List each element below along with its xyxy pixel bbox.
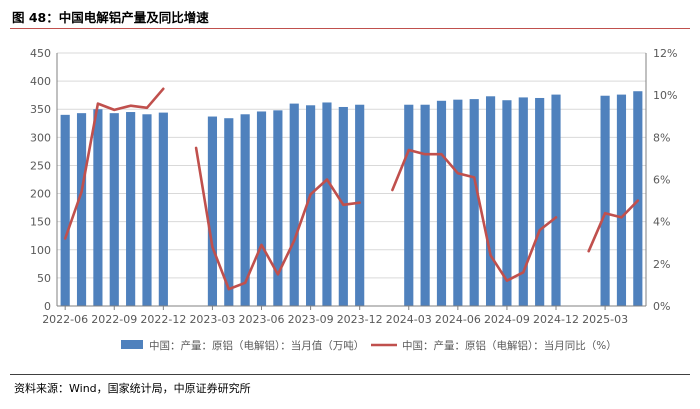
left-axis-tick-label: 150 [30,216,51,229]
line-series [63,87,640,291]
figure-title: 图 48：中国电解铝产量及同比增速 [12,10,209,25]
bar [633,91,643,306]
left-axis-tick-label: 100 [30,244,51,257]
bar [600,95,610,307]
left-axis-tick-label: 250 [30,159,51,172]
x-axis-tick-label: 2022-12 [140,313,186,326]
source-rule [10,374,690,375]
bar [93,109,103,306]
right-axis-tick-label: 10% [653,89,677,102]
x-axis-tick-label: 2024-09 [484,313,530,326]
x-axis-tick-label: 2023-09 [288,313,334,326]
bar [616,94,627,306]
x-axis-tick-label: 2024-12 [533,313,579,326]
title-rule [10,28,690,29]
x-axis-tick-label: 2023-12 [337,313,383,326]
legend-line-label: 中国：产量：原铝（电解铝）：当月同比（%） [402,339,617,352]
bar [551,94,561,306]
bar [158,112,168,307]
line-segment [63,87,165,240]
bar [420,104,430,306]
bar [453,99,463,306]
axes: 0 50 100 150 200 250 300 350 400 450 0% 2% 4% 6% 8% 10%… [30,47,677,326]
bar [109,113,119,306]
bar [126,112,136,307]
bar [436,100,447,307]
bar [60,114,70,306]
x-axis-tick-label: 2023-06 [239,313,285,326]
bar [518,97,528,306]
right-axis-tick-label: 2% [653,258,670,271]
right-axis-tick-label: 0% [653,300,670,313]
right-axis-tick-label: 12% [653,47,677,60]
line-segment [391,148,558,283]
line-segment [194,146,362,291]
x-axis-tick-label: 2025-03 [582,313,628,326]
source-note: 资料来源：Wind，国家统计局，中原证券研究所 [14,382,251,395]
bar [273,110,283,306]
x-axis-tick-label: 2022-06 [42,313,88,326]
legend-bar-swatch [121,340,143,349]
left-axis-tick-label: 350 [30,103,51,116]
left-axis-tick-label: 50 [37,272,51,285]
x-axis-tick-label: 2022-09 [91,313,137,326]
x-axis-tick-label: 2023-03 [189,313,235,326]
bar-series [60,91,643,307]
bar [355,104,365,306]
legend: 中国：产量：原铝（电解铝）：当月值（万吨） 中国：产量：原铝（电解铝）：当月同比（… [121,339,617,352]
bar [289,103,299,306]
bar [76,113,87,306]
bar [485,96,496,307]
bar [306,105,316,306]
bar [535,97,545,306]
left-axis-tick-label: 0 [44,300,51,313]
line-segment [587,199,640,253]
bar [224,118,234,307]
left-axis-tick-label: 300 [30,131,51,144]
legend-bar-label: 中国：产量：原铝（电解铝）：当月值（万吨） [149,339,364,352]
left-axis-tick-label: 200 [30,188,51,201]
bar [256,111,267,307]
right-axis-tick-label: 8% [653,131,670,144]
bar [240,114,250,306]
bar [322,102,332,306]
bar [404,104,414,306]
left-axis-tick-label: 450 [30,47,51,60]
x-axis-tick-label: 2024-06 [435,313,481,326]
gridlines [57,52,646,279]
bar [469,99,479,306]
bar [142,114,152,306]
bar [338,106,348,307]
right-axis-tick-label: 6% [653,174,670,187]
left-axis-tick-label: 400 [30,75,51,88]
bar [207,116,218,306]
bar [502,100,512,306]
x-axis-tick-label: 2024-03 [386,313,432,326]
right-axis-tick-label: 4% [653,216,670,229]
